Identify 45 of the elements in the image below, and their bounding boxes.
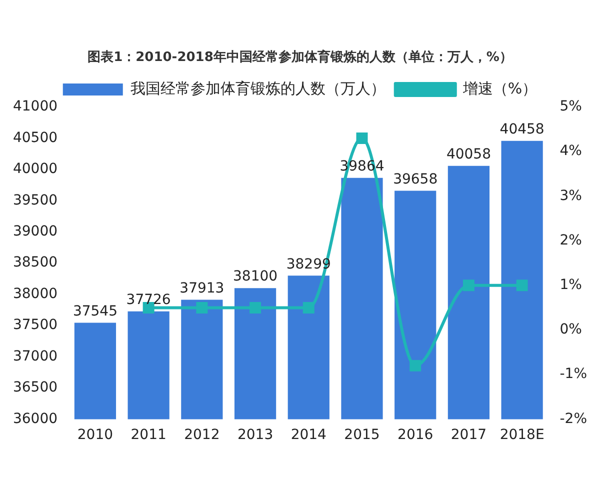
legend-label: 我国经常参加体育锻炼的人数（万人） (130, 79, 386, 98)
x-tick-label: 2012 (184, 427, 220, 444)
y-tick-label: 39500 (12, 192, 58, 208)
data-label: 40458 (500, 121, 544, 138)
data-label: 37726 (126, 292, 171, 308)
chart-title: 图表1：2010-2018年中国经常参加体育锻炼的人数（单位：万人，%） (86, 48, 514, 66)
y-tick-label: 41000 (12, 98, 58, 115)
data-label: 40058 (446, 146, 491, 162)
y2-tick-label: 2% (560, 232, 582, 248)
x-tick-label: 2015 (344, 427, 380, 444)
y-tick-label: 36000 (12, 410, 58, 427)
y2-tick-label: 1% (560, 277, 582, 294)
point (410, 360, 422, 372)
y-tick-label: 38500 (12, 254, 58, 271)
y-tick-label: 40000 (12, 161, 58, 178)
legend-label: 增速（%） (462, 79, 538, 98)
y2-tick-label: -1% (560, 366, 588, 382)
x-tick-label: 2013 (237, 427, 274, 444)
data-label: 37913 (180, 280, 224, 296)
x-tick-label: 2014 (290, 427, 327, 444)
point (250, 302, 262, 314)
data-label: 38100 (233, 268, 278, 285)
point (462, 280, 474, 292)
data-label: 39658 (393, 171, 438, 188)
y-tick-label: 37000 (12, 348, 58, 364)
y2-tick-label: 0% (560, 322, 582, 338)
y-tick-label: 36500 (12, 380, 58, 396)
x-tick-label: 2018E (500, 427, 544, 444)
y2-tick-label: 3% (560, 188, 582, 204)
y2-tick-label: 4% (560, 143, 582, 160)
y2-tick-label: -2% (560, 410, 588, 427)
x-tick-label: 2010 (77, 427, 114, 444)
y-tick-label: 39000 (12, 224, 58, 240)
point (356, 132, 368, 144)
y-tick-label: 40500 (12, 130, 58, 146)
y-tick-label: 38000 (12, 286, 58, 302)
y-tick-label: 37500 (12, 317, 58, 334)
x-tick-label: 2011 (130, 427, 166, 444)
point (196, 302, 208, 314)
y2-tick-label: 5% (560, 98, 582, 115)
point (302, 302, 314, 314)
x-tick-label: 2016 (398, 427, 434, 444)
point (516, 280, 528, 292)
data-label: 37545 (72, 303, 118, 320)
x-tick-label: 2017 (450, 427, 487, 444)
